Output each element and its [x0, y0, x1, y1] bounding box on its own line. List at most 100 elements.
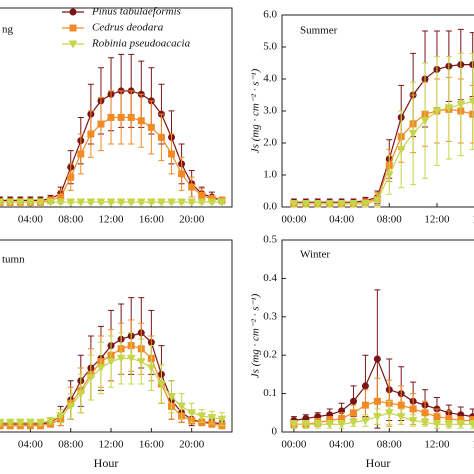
x-axis-label: Hour: [94, 456, 119, 470]
x-tick-label: 12:00: [99, 214, 125, 226]
point: [188, 183, 196, 191]
plot-frame: [281, 14, 474, 208]
point: [396, 145, 406, 154]
y-tick-label: 2.0: [263, 137, 277, 149]
y-tick-label: 0.3: [263, 310, 277, 322]
point: [157, 198, 166, 207]
point: [301, 200, 311, 209]
point: [137, 117, 145, 125]
panel-title: ng: [2, 24, 14, 36]
series-line: [293, 100, 474, 205]
y-tick-label: 0.4: [263, 272, 277, 284]
x-tick-label: 04:00: [329, 214, 355, 226]
x-tick-label: 04:00: [18, 214, 44, 226]
point: [136, 358, 146, 367]
point: [396, 413, 406, 422]
point: [217, 415, 227, 424]
point: [409, 405, 417, 413]
point: [86, 374, 96, 383]
point: [167, 198, 176, 207]
point: [66, 402, 76, 411]
y-tick-label: 0.0: [263, 201, 277, 213]
point: [468, 97, 474, 106]
point: [350, 397, 358, 405]
point: [56, 198, 65, 207]
point: [408, 129, 418, 138]
point: [76, 198, 86, 207]
plot-area: [0, 297, 227, 430]
x-tick-label: 04:00: [18, 439, 44, 451]
point: [147, 198, 156, 207]
panel-title: Winter: [300, 249, 330, 261]
point: [408, 416, 418, 426]
point: [384, 409, 394, 418]
point: [187, 409, 197, 418]
point: [198, 191, 206, 199]
y-tick-label: 6.0: [263, 9, 277, 21]
point: [313, 200, 323, 209]
point: [157, 133, 165, 141]
plot-area: [289, 289, 474, 429]
point: [147, 123, 155, 131]
x-tick-label: 08:00: [58, 214, 84, 226]
point: [0, 198, 5, 207]
x-tick-label: 20:00: [179, 214, 205, 226]
point: [197, 412, 207, 421]
point: [468, 420, 474, 429]
point: [96, 198, 106, 207]
point: [433, 413, 441, 421]
x-tick-label: 16:00: [139, 214, 165, 226]
point: [337, 200, 346, 209]
point: [177, 198, 186, 207]
point: [107, 113, 115, 121]
point: [420, 418, 430, 427]
legend-marker: [69, 8, 77, 16]
panel-title: Summer: [300, 25, 338, 37]
point: [106, 198, 116, 207]
point: [26, 198, 35, 207]
point: [15, 418, 25, 427]
legend-marker: [68, 40, 78, 49]
point: [46, 198, 55, 207]
point: [87, 130, 95, 138]
point: [217, 198, 227, 207]
point: [168, 150, 176, 158]
x-tick-label: 04:00: [329, 439, 355, 451]
point: [197, 198, 207, 207]
point: [384, 171, 394, 180]
point: [36, 198, 45, 207]
series-line: [293, 108, 474, 205]
point: [127, 113, 135, 121]
panel-title: tumn: [2, 254, 25, 266]
y-axis-label: Js (mg · cm⁻² · s⁻¹): [250, 68, 262, 153]
x-tick-label: 16:00: [139, 439, 165, 451]
point: [56, 412, 65, 421]
x-tick-label: 12:00: [424, 214, 450, 226]
point: [349, 418, 358, 427]
point: [157, 380, 166, 389]
point: [373, 397, 381, 405]
point: [66, 198, 76, 207]
plot-frame: [281, 239, 474, 433]
point: [469, 110, 474, 118]
point: [289, 420, 299, 429]
point: [116, 354, 126, 363]
x-tick-label: 08:00: [377, 439, 403, 451]
point: [420, 117, 430, 126]
point: [421, 409, 429, 417]
point: [361, 382, 369, 390]
y-tick-label: 0.2: [263, 349, 277, 361]
point: [96, 364, 106, 373]
point: [373, 197, 382, 206]
point: [444, 104, 454, 113]
point: [301, 420, 311, 429]
point: [325, 200, 335, 209]
point: [373, 355, 381, 363]
point: [350, 409, 358, 417]
point: [15, 198, 25, 207]
x-tick-label: 16:00: [472, 214, 474, 226]
point: [337, 420, 346, 429]
legend-marker: [69, 24, 77, 32]
